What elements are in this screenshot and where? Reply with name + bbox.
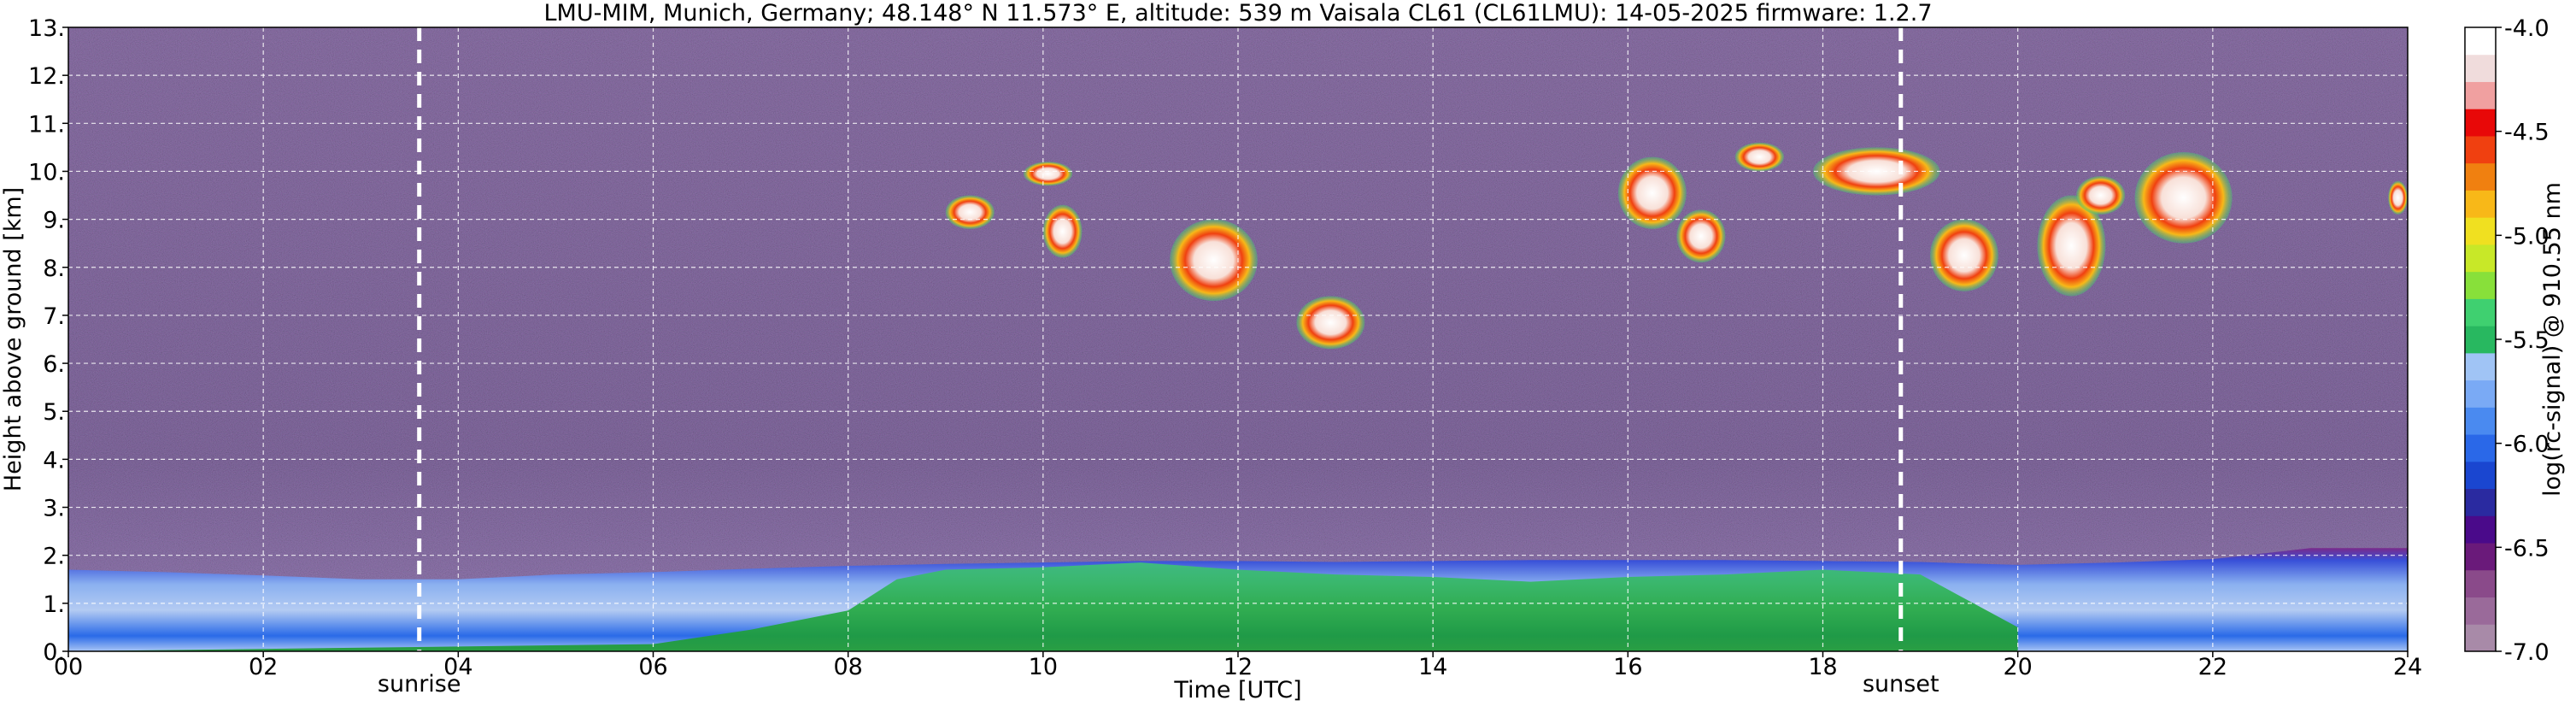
cloud-layer-2 bbox=[1024, 162, 1073, 186]
x-tick-label: 16 bbox=[1613, 654, 1642, 680]
x-tick-label: 00 bbox=[54, 654, 83, 680]
x-tick-label: 18 bbox=[1808, 654, 1837, 680]
colorbar-segment bbox=[2465, 379, 2496, 408]
y-tick-label: 10. bbox=[28, 159, 65, 185]
x-tick-label: 08 bbox=[833, 654, 862, 680]
cloud-layer-1 bbox=[945, 195, 995, 229]
x-tick-label: 22 bbox=[2198, 654, 2227, 680]
colorbar-segment bbox=[2465, 488, 2496, 516]
colorbar-tick-label: -4.5 bbox=[2504, 120, 2550, 146]
colorbar-segment bbox=[2465, 135, 2496, 164]
cloud-layer-4 bbox=[1170, 219, 1258, 302]
sunset-label: sunset bbox=[1863, 671, 1939, 697]
colorbar-segment bbox=[2465, 244, 2496, 273]
y-axis-label: Height above ground [km] bbox=[0, 187, 26, 491]
x-tick-label: 14 bbox=[1418, 654, 1447, 680]
x-tick-label: 10 bbox=[1029, 654, 1058, 680]
colorbar-segment bbox=[2465, 109, 2496, 137]
x-tick-label: 06 bbox=[638, 654, 667, 680]
cloud-layer-3 bbox=[1042, 204, 1083, 258]
y-tick-label: 8. bbox=[43, 256, 65, 282]
colorbar-segment bbox=[2465, 54, 2496, 82]
x-tick-label: 12 bbox=[1223, 654, 1253, 680]
colorbar-segment bbox=[2465, 461, 2496, 490]
colorbar-segment bbox=[2465, 407, 2496, 435]
chart-title: LMU-MIM, Munich, Germany; 48.148° N 11.5… bbox=[543, 0, 1932, 26]
grid bbox=[68, 27, 2408, 651]
y-tick-label: 11. bbox=[28, 111, 65, 138]
x-tick-label: 02 bbox=[249, 654, 278, 680]
colorbar-segment bbox=[2465, 190, 2496, 218]
colorbar-segment bbox=[2465, 162, 2496, 191]
cloud-layer-5 bbox=[1296, 296, 1365, 350]
sunrise-label: sunrise bbox=[378, 671, 461, 697]
x-tick-label: 04 bbox=[443, 654, 472, 680]
colorbar-segment bbox=[2465, 543, 2496, 571]
x-tick-label: 20 bbox=[2003, 654, 2032, 680]
colorbar-tick-label: -6.5 bbox=[2504, 535, 2550, 562]
colorbar-tick-label: -5.5 bbox=[2504, 327, 2550, 354]
y-tick-label: 7. bbox=[43, 303, 65, 330]
colorbar-segment bbox=[2465, 515, 2496, 544]
x-tick-label: 24 bbox=[2393, 654, 2422, 680]
y-tick-label: 2. bbox=[43, 544, 65, 570]
cloud-layer-13 bbox=[2134, 152, 2233, 244]
y-tick-label: 4. bbox=[43, 447, 65, 474]
y-tick-label: 0. bbox=[43, 639, 65, 666]
colorbar-segment bbox=[2465, 569, 2496, 598]
colorbar-segment bbox=[2465, 597, 2496, 625]
cloud-layer-11 bbox=[2037, 195, 2106, 297]
colorbar-segment bbox=[2465, 271, 2496, 299]
colorbar-segment bbox=[2465, 624, 2496, 652]
colorbar-segment bbox=[2465, 352, 2496, 381]
colorbar-tick-label: -5.0 bbox=[2504, 223, 2550, 250]
cloud-layer-10 bbox=[1929, 219, 1998, 291]
colorbar-segment bbox=[2465, 81, 2496, 109]
colorbar-label: log(rc-signal) @ 910.55 nm bbox=[2539, 182, 2566, 497]
colorbar bbox=[2465, 27, 2496, 652]
colorbar-tick-label: -7.0 bbox=[2504, 639, 2550, 666]
colorbar-segment bbox=[2465, 326, 2496, 354]
y-tick-label: 1. bbox=[43, 591, 65, 618]
cloud-layer-14 bbox=[2388, 180, 2408, 215]
y-tick-label: 9. bbox=[43, 208, 65, 234]
y-tick-label: 13. bbox=[28, 15, 65, 42]
colorbar-tick-label: -4.0 bbox=[2504, 15, 2550, 42]
x-axis-label: Time [UTC] bbox=[1173, 677, 1301, 703]
cloud-layer-12 bbox=[2076, 176, 2126, 215]
colorbar-segment bbox=[2465, 298, 2496, 327]
y-tick-label: 6. bbox=[43, 351, 65, 378]
cloud-layer-6 bbox=[1617, 156, 1687, 229]
y-tick-label: 5. bbox=[43, 399, 65, 426]
cloud-layer-7 bbox=[1676, 209, 1726, 263]
cloud-layer-8 bbox=[1734, 142, 1784, 172]
colorbar-segment bbox=[2465, 27, 2496, 56]
colorbar-tick-label: -6.0 bbox=[2504, 432, 2550, 458]
colorbar-segment bbox=[2465, 434, 2496, 462]
y-tick-label: 3. bbox=[43, 496, 65, 522]
colorbar-segment bbox=[2465, 217, 2496, 245]
y-tick-label: 12. bbox=[28, 63, 65, 90]
